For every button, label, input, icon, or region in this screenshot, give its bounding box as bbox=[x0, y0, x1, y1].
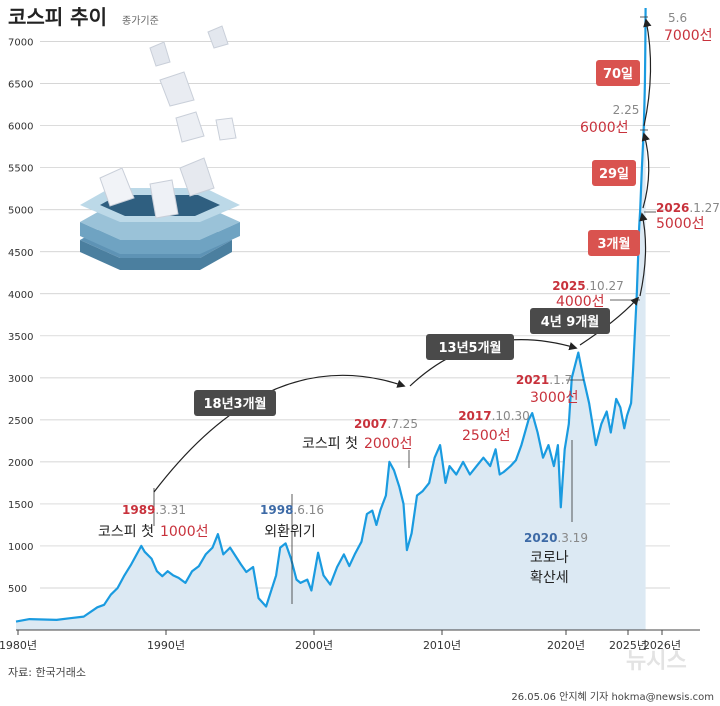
y-tick-label: 6500 bbox=[8, 80, 33, 91]
annotation-leaders bbox=[153, 16, 656, 604]
y-tick-label: 4000 bbox=[8, 290, 33, 301]
annotation-2007: 2007.7.25 코스피 첫 2000선 bbox=[302, 417, 418, 452]
svg-text:18년3개월: 18년3개월 bbox=[203, 396, 266, 412]
y-tick-label: 5000 bbox=[8, 206, 33, 217]
watermark: 뉴시스 bbox=[626, 649, 687, 674]
annotation-2017: 2017.10.30 2500선 bbox=[458, 409, 530, 444]
y-tick-label: 3500 bbox=[8, 332, 33, 343]
svg-text:7000선: 7000선 bbox=[664, 28, 713, 44]
svg-text:2021.1.7: 2021.1.7 bbox=[516, 373, 572, 387]
annotation-2025: 2025.10.27 4000선 bbox=[552, 279, 624, 310]
x-tick-label: 2010년 bbox=[423, 639, 461, 652]
svg-text:2020.3.19: 2020.3.19 bbox=[524, 531, 588, 545]
series-line bbox=[15, 7, 647, 623]
annotation-1998: 1998.6.16 외환위기 bbox=[260, 503, 324, 540]
svg-text:3000선: 3000선 bbox=[530, 390, 579, 406]
y-tick-label: 7000 bbox=[8, 38, 33, 49]
x-tick-label: 1980년 bbox=[0, 639, 37, 652]
annotation-2021: 2021.1.7 3000선 bbox=[516, 373, 579, 406]
svg-text:3개월: 3개월 bbox=[598, 236, 631, 252]
chart-subtitle: 종가기준 bbox=[122, 15, 159, 27]
ballot-box-icon bbox=[80, 25, 240, 270]
y-tick-label: 2000 bbox=[8, 458, 33, 469]
y-tick-label: 1500 bbox=[8, 500, 33, 511]
annotation-7000: 5.6 7000선 bbox=[664, 11, 713, 44]
svg-text:2.25: 2.25 bbox=[613, 103, 640, 117]
y-tick-label: 1000 bbox=[8, 542, 33, 553]
svg-text:5.6: 5.6 bbox=[668, 11, 687, 25]
y-tick-label: 3000 bbox=[8, 374, 33, 385]
series-area bbox=[16, 8, 646, 630]
svg-text:확산세: 확산세 bbox=[530, 570, 569, 586]
pill-4y9m: 4년 9개월 bbox=[530, 308, 610, 334]
credit-label: 26.05.06 안지혜 기자 hokma@newsis.com bbox=[511, 691, 714, 703]
y-tick-label: 4500 bbox=[8, 248, 33, 259]
pill-3m: 3개월 bbox=[588, 230, 640, 256]
svg-text:2026.1.27: 2026.1.27 bbox=[656, 201, 720, 215]
svg-text:4년 9개월: 4년 9개월 bbox=[541, 314, 600, 330]
svg-text:2025.10.27: 2025.10.27 bbox=[552, 279, 624, 293]
pill-13y5m: 13년5개월 bbox=[426, 334, 514, 360]
x-tick-label: 2000년 bbox=[295, 639, 333, 652]
annotation-1989: 1989.3.31 코스피 첫 1000선 bbox=[98, 503, 209, 540]
y-tick-label: 500 bbox=[8, 584, 27, 595]
y-tick-label: 2500 bbox=[8, 416, 33, 427]
svg-text:4000선: 4000선 bbox=[556, 294, 605, 310]
svg-text:2017.10.30: 2017.10.30 bbox=[458, 409, 530, 423]
svg-text:13년5개월: 13년5개월 bbox=[438, 340, 501, 356]
x-tick-label: 1990년 bbox=[147, 639, 185, 652]
gridlines bbox=[40, 41, 670, 589]
pill-29d: 29일 bbox=[592, 160, 636, 186]
svg-text:70일: 70일 bbox=[603, 67, 633, 82]
y-tick-label: 6000 bbox=[8, 122, 33, 133]
annotation-2020: 2020.3.19 코로나 확산세 bbox=[524, 531, 588, 586]
source-label: 자료: 한국거래소 bbox=[8, 666, 86, 679]
x-tick-label: 2026년 bbox=[643, 639, 681, 652]
pill-70d: 70일 bbox=[596, 60, 640, 86]
pill-18y3m: 18년3개월 bbox=[194, 390, 276, 416]
x-tick-label: 2020년 bbox=[547, 639, 585, 652]
svg-text:6000선: 6000선 bbox=[580, 120, 629, 136]
x-tick-label: 2025년 bbox=[609, 639, 647, 652]
y-axis-ticks: 500 1000 1500 2000 2500 3000 3500 4000 4500 5000 5… bbox=[8, 38, 33, 595]
svg-text:1989.3.31: 1989.3.31 bbox=[122, 503, 186, 517]
svg-text:29일: 29일 bbox=[599, 167, 629, 182]
annotation-6000: 2.25 6000선 bbox=[580, 103, 639, 136]
svg-text:2007.7.25: 2007.7.25 bbox=[354, 417, 418, 431]
annotation-2026: 2026.1.27 5000선 bbox=[656, 201, 720, 232]
duration-arrows bbox=[153, 18, 652, 493]
svg-text:2500선: 2500선 bbox=[462, 428, 511, 444]
svg-text:5000선: 5000선 bbox=[656, 216, 705, 232]
svg-text:외환위기: 외환위기 bbox=[264, 524, 316, 540]
y-tick-label: 5500 bbox=[8, 164, 33, 175]
svg-text:코로나: 코로나 bbox=[530, 550, 569, 566]
svg-text:1998.6.16: 1998.6.16 bbox=[260, 503, 324, 517]
chart-title: 코스피 추이 bbox=[8, 5, 107, 29]
